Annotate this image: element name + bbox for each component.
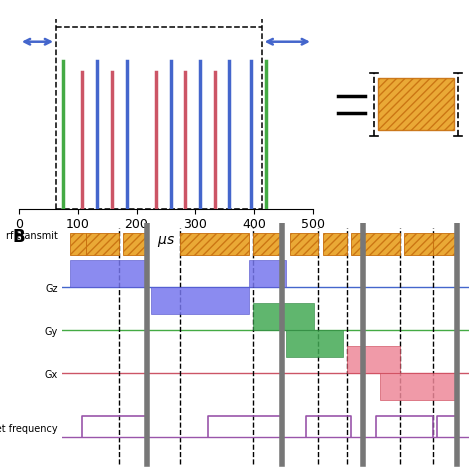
- Bar: [180, 234, 249, 255]
- Bar: [86, 234, 118, 255]
- Bar: [347, 346, 400, 373]
- Bar: [253, 234, 282, 255]
- Bar: [286, 330, 343, 357]
- Text: B: B: [13, 228, 25, 246]
- Text: offset frequency: offset frequency: [0, 424, 57, 434]
- Bar: [290, 234, 319, 255]
- Text: rf transmit: rf transmit: [6, 231, 57, 241]
- Bar: [123, 234, 147, 255]
- Bar: [380, 373, 457, 400]
- Bar: [322, 234, 347, 255]
- Bar: [351, 234, 400, 255]
- Bar: [378, 78, 454, 130]
- X-axis label: $\mu s$: $\mu s$: [157, 234, 175, 249]
- Bar: [151, 287, 249, 314]
- Bar: [404, 234, 433, 255]
- Bar: [70, 234, 86, 255]
- Text: Gx: Gx: [44, 370, 57, 380]
- Bar: [70, 260, 147, 287]
- Text: Gy: Gy: [44, 327, 57, 337]
- Bar: [253, 303, 314, 330]
- Text: Gz: Gz: [45, 284, 57, 294]
- Bar: [433, 234, 457, 255]
- Bar: [249, 260, 286, 287]
